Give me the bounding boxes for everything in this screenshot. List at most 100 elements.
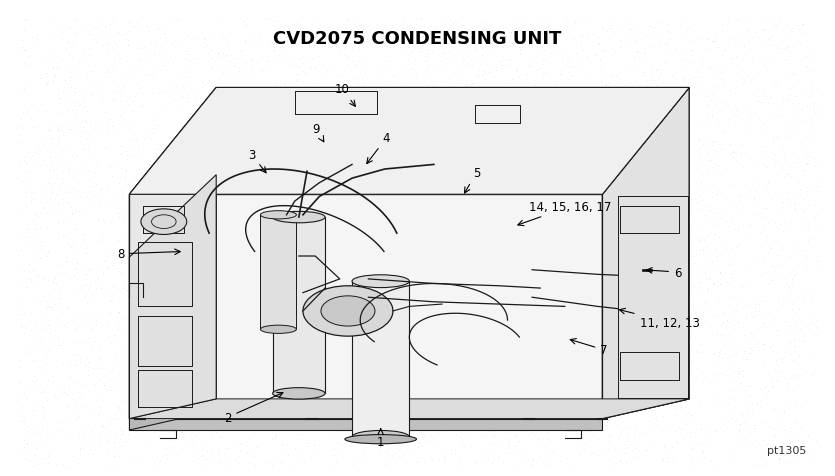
Point	[136, 207, 149, 215]
Point	[40, 70, 53, 78]
Point	[761, 381, 774, 389]
Point	[172, 19, 185, 26]
Point	[140, 184, 154, 192]
Point	[637, 69, 650, 77]
Point	[82, 159, 95, 167]
Point	[772, 111, 786, 119]
Point	[250, 195, 264, 203]
Point	[585, 120, 599, 128]
Point	[807, 249, 821, 257]
Point	[677, 313, 691, 321]
Point	[128, 24, 141, 31]
Point	[41, 81, 54, 89]
Point	[18, 436, 31, 444]
Point	[602, 358, 615, 366]
Point	[77, 396, 90, 403]
Point	[208, 388, 221, 396]
Point	[407, 39, 420, 46]
Point	[805, 370, 818, 378]
Point	[342, 18, 356, 26]
Point	[386, 217, 399, 224]
Point	[194, 453, 207, 460]
Point	[742, 301, 756, 309]
Point	[726, 293, 740, 300]
Point	[415, 231, 428, 239]
Point	[106, 71, 119, 79]
Point	[434, 232, 448, 240]
Point	[112, 416, 125, 423]
Point	[149, 399, 163, 407]
Point	[744, 330, 757, 337]
Point	[524, 369, 538, 377]
Point	[550, 218, 564, 225]
Point	[127, 236, 140, 244]
Point	[215, 35, 229, 43]
Point	[483, 279, 497, 287]
Point	[41, 321, 54, 329]
Point	[230, 268, 244, 276]
Point	[445, 356, 458, 364]
Point	[62, 139, 75, 147]
Point	[772, 125, 786, 132]
Point	[501, 196, 514, 204]
Point	[588, 52, 601, 60]
Point	[86, 405, 99, 412]
Point	[341, 61, 354, 69]
Point	[220, 148, 233, 156]
Point	[749, 109, 762, 117]
Point	[208, 203, 221, 210]
Point	[27, 217, 40, 225]
Point	[63, 357, 77, 365]
Point	[267, 47, 281, 54]
Point	[137, 71, 150, 79]
Point	[617, 133, 630, 140]
Point	[134, 56, 147, 63]
Point	[773, 45, 787, 53]
Point	[560, 243, 574, 250]
Point	[490, 198, 504, 206]
Point	[51, 138, 64, 146]
Point	[141, 242, 154, 249]
Point	[759, 204, 772, 212]
Point	[24, 309, 38, 317]
Point	[305, 295, 318, 303]
Point	[670, 255, 683, 262]
Point	[103, 376, 116, 383]
Point	[421, 122, 434, 129]
Point	[374, 87, 387, 95]
Point	[87, 202, 100, 209]
Point	[624, 437, 637, 445]
Point	[566, 177, 579, 184]
Point	[272, 254, 286, 262]
Point	[75, 381, 89, 389]
Point	[325, 339, 338, 347]
Point	[696, 311, 709, 319]
Point	[484, 405, 498, 412]
Point	[108, 452, 121, 460]
Point	[248, 111, 261, 119]
Point	[388, 456, 402, 464]
Point	[365, 315, 378, 322]
Point	[683, 332, 696, 340]
Point	[414, 178, 428, 186]
Point	[770, 413, 783, 421]
Point	[732, 198, 746, 205]
Point	[524, 41, 537, 49]
Point	[494, 283, 508, 291]
Point	[502, 117, 515, 124]
Point	[698, 303, 711, 311]
Point	[539, 387, 553, 395]
Point	[741, 356, 754, 364]
Point	[99, 207, 112, 215]
Point	[226, 330, 240, 338]
Point	[201, 407, 215, 414]
Point	[142, 170, 155, 178]
Point	[789, 372, 802, 380]
Point	[547, 342, 560, 350]
Point	[174, 349, 187, 357]
Point	[518, 58, 531, 65]
Point	[285, 324, 298, 332]
Point	[98, 381, 111, 389]
Point	[803, 284, 817, 292]
Point	[618, 308, 631, 316]
